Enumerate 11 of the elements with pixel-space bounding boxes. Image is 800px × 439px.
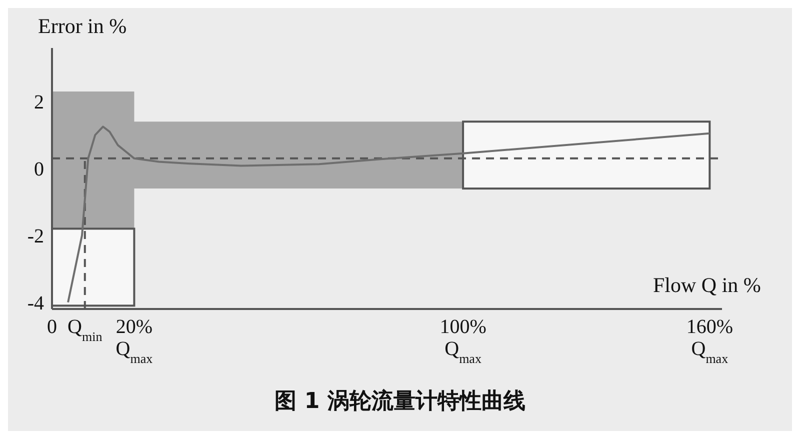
y-tick-label: 2 (34, 92, 44, 114)
x-axis-title: Flow Q in % (653, 273, 761, 298)
x-tick-label: Q$_{min}$ (68, 316, 103, 344)
y-tick-label: -4 (27, 292, 44, 314)
x-tick-label: 20% Q$_{max}$ (116, 316, 154, 366)
y-tick-label: 0 (34, 158, 44, 180)
x-tick-label: 160% Q$_{max}$ (686, 316, 734, 366)
y-axis-title: Error in % (38, 14, 127, 39)
x-tick-label: 100% Q$_{max}$ (440, 316, 486, 366)
y-tick-label: -2 (27, 225, 44, 248)
text: 图 1 涡轮流量计特性曲线 (274, 388, 526, 416)
